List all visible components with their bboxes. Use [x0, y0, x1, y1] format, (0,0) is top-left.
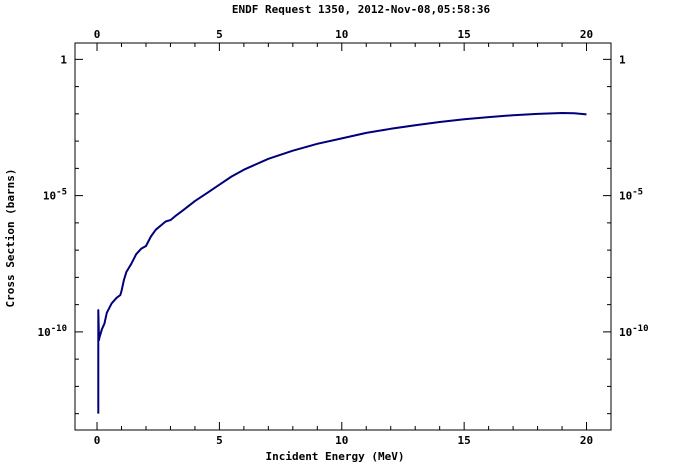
y-tick-label: 10-5	[43, 188, 67, 203]
x-top-tick-label: 10	[335, 28, 348, 41]
series-line	[97, 112, 587, 414]
y-right-tick-label: 10-10	[619, 324, 649, 339]
y-axis-left: 1 10-5 10-10	[37, 53, 83, 415]
x-axis-bottom: 0 5 10 15 20	[94, 422, 593, 447]
y-axis-right: 1 10-5 10-10	[603, 53, 649, 415]
chart-title: ENDF Request 1350, 2012-Nov-08,05:58:36	[232, 3, 491, 16]
series-layer	[97, 112, 587, 414]
x-tick-label: 5	[216, 434, 223, 447]
x-tick-label: 15	[458, 434, 471, 447]
x-tick-label: 20	[580, 434, 593, 447]
x-tick-label: 10	[335, 434, 348, 447]
x-top-tick-label: 20	[580, 28, 593, 41]
y-axis-label: Cross Section (barns)	[4, 168, 17, 307]
x-axis-label: Incident Energy (MeV)	[265, 450, 404, 463]
x-axis-top: 0 5 10 15 20	[94, 28, 593, 51]
x-top-tick-label: 0	[94, 28, 101, 41]
y-right-tick-label: 1	[619, 53, 626, 66]
plot-frame	[74, 42, 612, 431]
y-tick-label: 1	[60, 53, 67, 66]
y-tick-label: 10-10	[37, 324, 67, 339]
x-top-tick-label: 5	[216, 28, 223, 41]
y-right-tick-label: 10-5	[619, 188, 643, 203]
x-tick-label: 0	[94, 434, 101, 447]
x-top-tick-label: 15	[458, 28, 471, 41]
